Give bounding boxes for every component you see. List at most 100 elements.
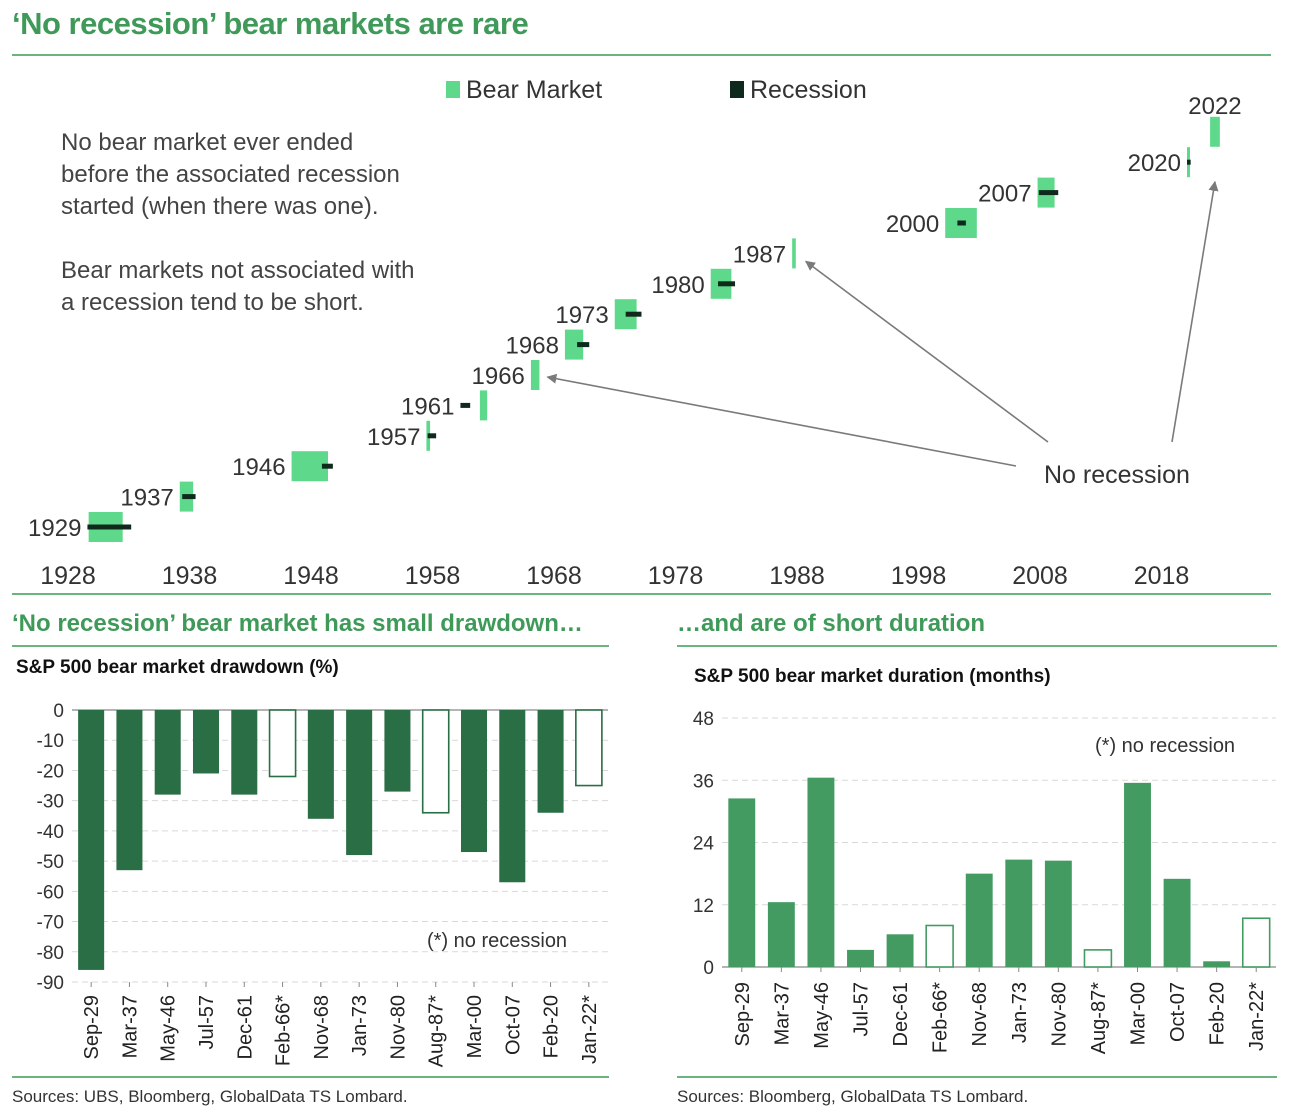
timeline-x-tick: 1978 [648,562,704,590]
x-tick-label: Mar-37 [771,982,793,1045]
y-tick-label: 0 [703,958,714,979]
timeline-x-tick: 1958 [405,562,461,590]
no-recession-arrow [1171,180,1219,443]
recession-bar [718,281,736,287]
x-tick-label: Dec-61 [234,995,256,1059]
x-tick-label: Jan-22* [1246,982,1268,1051]
left-source-rule [12,1076,609,1078]
episode-label: 1987 [733,241,786,268]
bar [965,873,993,967]
x-tick-label: Aug-87* [1088,982,1110,1054]
y-tick-label: -80 [37,943,64,964]
y-tick-label: 48 [693,709,714,730]
y-tick-label: 12 [693,896,714,917]
right-subtitle: …and are of short duration [677,610,986,637]
x-tick-label: Jan-73 [349,995,371,1056]
bar [384,710,411,792]
recession-bar [957,220,966,226]
y-tick-label: -20 [37,761,64,782]
bar [421,709,450,814]
bar [346,710,373,856]
timeline-x-tick: 1988 [769,562,825,590]
bar [1241,917,1271,968]
bar [116,710,143,871]
y-tick-label: 36 [693,771,714,792]
x-tick-label: Jul-57 [851,982,873,1036]
episode-label: 1937 [120,485,173,512]
bear-market-bar [564,329,584,360]
bar [78,710,105,970]
left-source: Sources: UBS, Bloomberg, GlobalData TS L… [12,1087,408,1106]
x-tick-label: Jul-57 [196,995,218,1049]
left-chart-title: S&P 500 bear market drawdown (%) [16,657,339,678]
legend-recession-swatch [730,81,744,98]
x-tick-label: Jan-22* [579,995,601,1064]
x-tick-label: May-46 [811,982,833,1049]
episode-label: 1968 [506,333,559,360]
episode-label: 2007 [978,181,1031,208]
main-title: ‘No recession’ bear markets are rare [12,6,529,41]
y-tick-label: 24 [693,834,715,855]
x-tick-label: Feb-20 [541,995,563,1058]
episode-label: 2022 [1188,93,1241,120]
x-tick-label: Oct-07 [1167,982,1189,1042]
x-tick-label: Dec-61 [890,982,912,1046]
bar [192,710,220,774]
recession-bar [427,433,437,439]
episode-label: 1929 [28,515,81,542]
recession-bar [182,494,196,500]
y-tick-label: -10 [37,731,64,752]
annotation-line: No bear market ever ended [61,129,353,156]
left-subtitle: ‘No recession’ bear market has small dra… [12,610,583,637]
timeline-x-tick: 1928 [40,562,96,590]
bar [575,709,603,787]
annotation-line: a recession tend to be short. [61,289,364,316]
recession-bar [577,342,590,348]
recession-bar [1187,159,1191,165]
annotation-line: Bear markets not associated with [61,257,415,284]
y-tick-label: 0 [53,701,64,722]
episode-label: 2000 [886,211,939,238]
no-recession-arrow [546,373,1017,467]
x-tick-label: Feb-20 [1207,982,1229,1045]
x-tick-label: Jan-73 [1009,982,1031,1043]
right-source-rule [677,1076,1277,1078]
bar [1005,859,1033,967]
timeline-x-tick: 2018 [1134,562,1190,590]
episode-label: 1980 [651,272,704,299]
x-tick-label: Nov-80 [1048,982,1070,1046]
x-tick-label: May-46 [158,995,180,1062]
bar [728,798,756,967]
title-rule [12,54,1271,56]
episode-label: 1966 [472,363,525,390]
right-source: Sources: Bloomberg, GlobalData TS Lombar… [677,1087,1029,1106]
bar [537,710,564,813]
bar [767,902,795,967]
legend-bear-market-label: Bear Market [466,76,602,104]
y-tick-label: -30 [37,792,64,813]
bar [1044,860,1072,967]
left-subtitle-rule [12,645,609,647]
bar [499,710,526,883]
timeline-x-tick: 1948 [283,562,339,590]
annotation-line: before the associated recession [61,161,400,188]
bear-market-bar [530,360,540,390]
annotation-line: started (when there was one). [61,193,379,220]
x-tick-label: Oct-07 [502,995,524,1055]
bear-recession-timeline-chart: Bear Market Recession No bear market eve… [28,76,1242,590]
bar [1163,878,1191,967]
x-tick-label: Sep-29 [81,995,103,1060]
x-tick-label: Mar-00 [1128,982,1150,1045]
episode-label: 1946 [232,454,285,481]
bar [307,710,334,819]
bar [231,710,258,795]
episode-label: 1973 [555,302,608,329]
right-subtitle-rule [677,645,1277,647]
bar [1083,949,1113,968]
bar [847,949,874,967]
y-tick-label: -40 [37,822,64,843]
y-tick-label: -60 [37,882,64,903]
timeline-x-tick: 2008 [1012,562,1068,590]
x-tick-label: Feb-66* [273,995,295,1066]
episode-label: 1961 [401,393,454,420]
